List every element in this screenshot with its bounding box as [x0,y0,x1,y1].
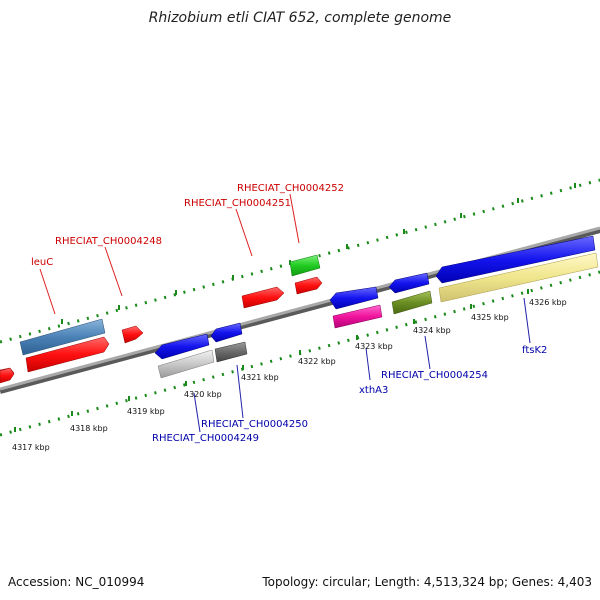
gene-xthA3-neighbor[interactable] [329,286,379,310]
reverse-gene-labels: RHECIAT_CH0004249 RHECIAT_CH0004250 xthA… [152,345,547,444]
kbp-label-4323: 4323 kbp [355,342,393,351]
gene-ftsK2[interactable] [438,252,599,303]
forward-major-ticks [61,183,576,324]
accession-text: Accession: NC_010994 [8,575,145,589]
label-ftsK2: ftsK2 [522,345,547,356]
label-leuC: leuC [31,257,53,268]
reverse-major-ticks [14,289,529,432]
label-RHECIAT_CH0004252: RHECIAT_CH0004252 [237,183,344,194]
gene-RHECIAT_CH0004252[interactable] [289,254,321,277]
gene-RHECIAT_CH0004250[interactable] [214,341,248,363]
genome-backbone [0,226,600,391]
gene-xthA3[interactable] [332,304,383,329]
kbp-label-4321: 4321 kbp [241,373,279,382]
kbp-label-4324: 4324 kbp [413,326,451,335]
forward-label-leaders [39,193,300,315]
gene-ftsK2-upper[interactable] [435,235,596,284]
label-RHECIAT_CH0004251: RHECIAT_CH0004251 [184,198,291,209]
kbp-label-4326: 4326 kbp [529,298,567,307]
gene-RHECIAT_CH0004249[interactable] [157,349,215,379]
label-RHECIAT_CH0004248: RHECIAT_CH0004248 [55,236,162,247]
forward-gene-c[interactable] [294,276,323,295]
reverse-gene-b[interactable] [210,322,243,343]
map-title: Rhizobium etli CIAT 652, complete genome [148,10,452,26]
forward-gene-a[interactable] [25,336,110,373]
reverse-gene-edge-left[interactable] [0,367,15,384]
reverse-gene-c[interactable] [388,272,430,294]
kbp-label-4320: 4320 kbp [184,390,222,399]
label-RHECIAT_CH0004250: RHECIAT_CH0004250 [201,419,308,430]
reverse-label-leaders [193,297,531,433]
label-RHECIAT_CH0004249: RHECIAT_CH0004249 [152,433,259,444]
reverse-gene-a[interactable] [154,333,210,360]
kbp-label-4317: 4317 kbp [12,443,50,452]
gene-RHECIAT_CH0004251[interactable] [241,286,285,309]
gene-RHECIAT_CH0004254[interactable] [391,290,433,315]
kbp-label-4322: 4322 kbp [298,357,336,366]
kbp-label-4319: 4319 kbp [127,407,165,416]
label-RHECIAT_CH0004254: RHECIAT_CH0004254 [381,370,488,381]
kbp-label-4318: 4318 kbp [70,424,108,433]
kbp-labels: 4317 kbp 4318 kbp 4319 kbp 4320 kbp 4321… [12,298,567,452]
genome-summary-text: Topology: circular; Length: 4,513,324 bp… [262,575,592,589]
forward-gene-labels: leuC RHECIAT_CH0004248 RHECIAT_CH0004251… [31,183,344,268]
kbp-label-4325: 4325 kbp [471,313,509,322]
forward-gene-b[interactable] [121,325,144,344]
label-xthA3: xthA3 [359,385,388,396]
gene-leuC[interactable] [19,318,106,356]
